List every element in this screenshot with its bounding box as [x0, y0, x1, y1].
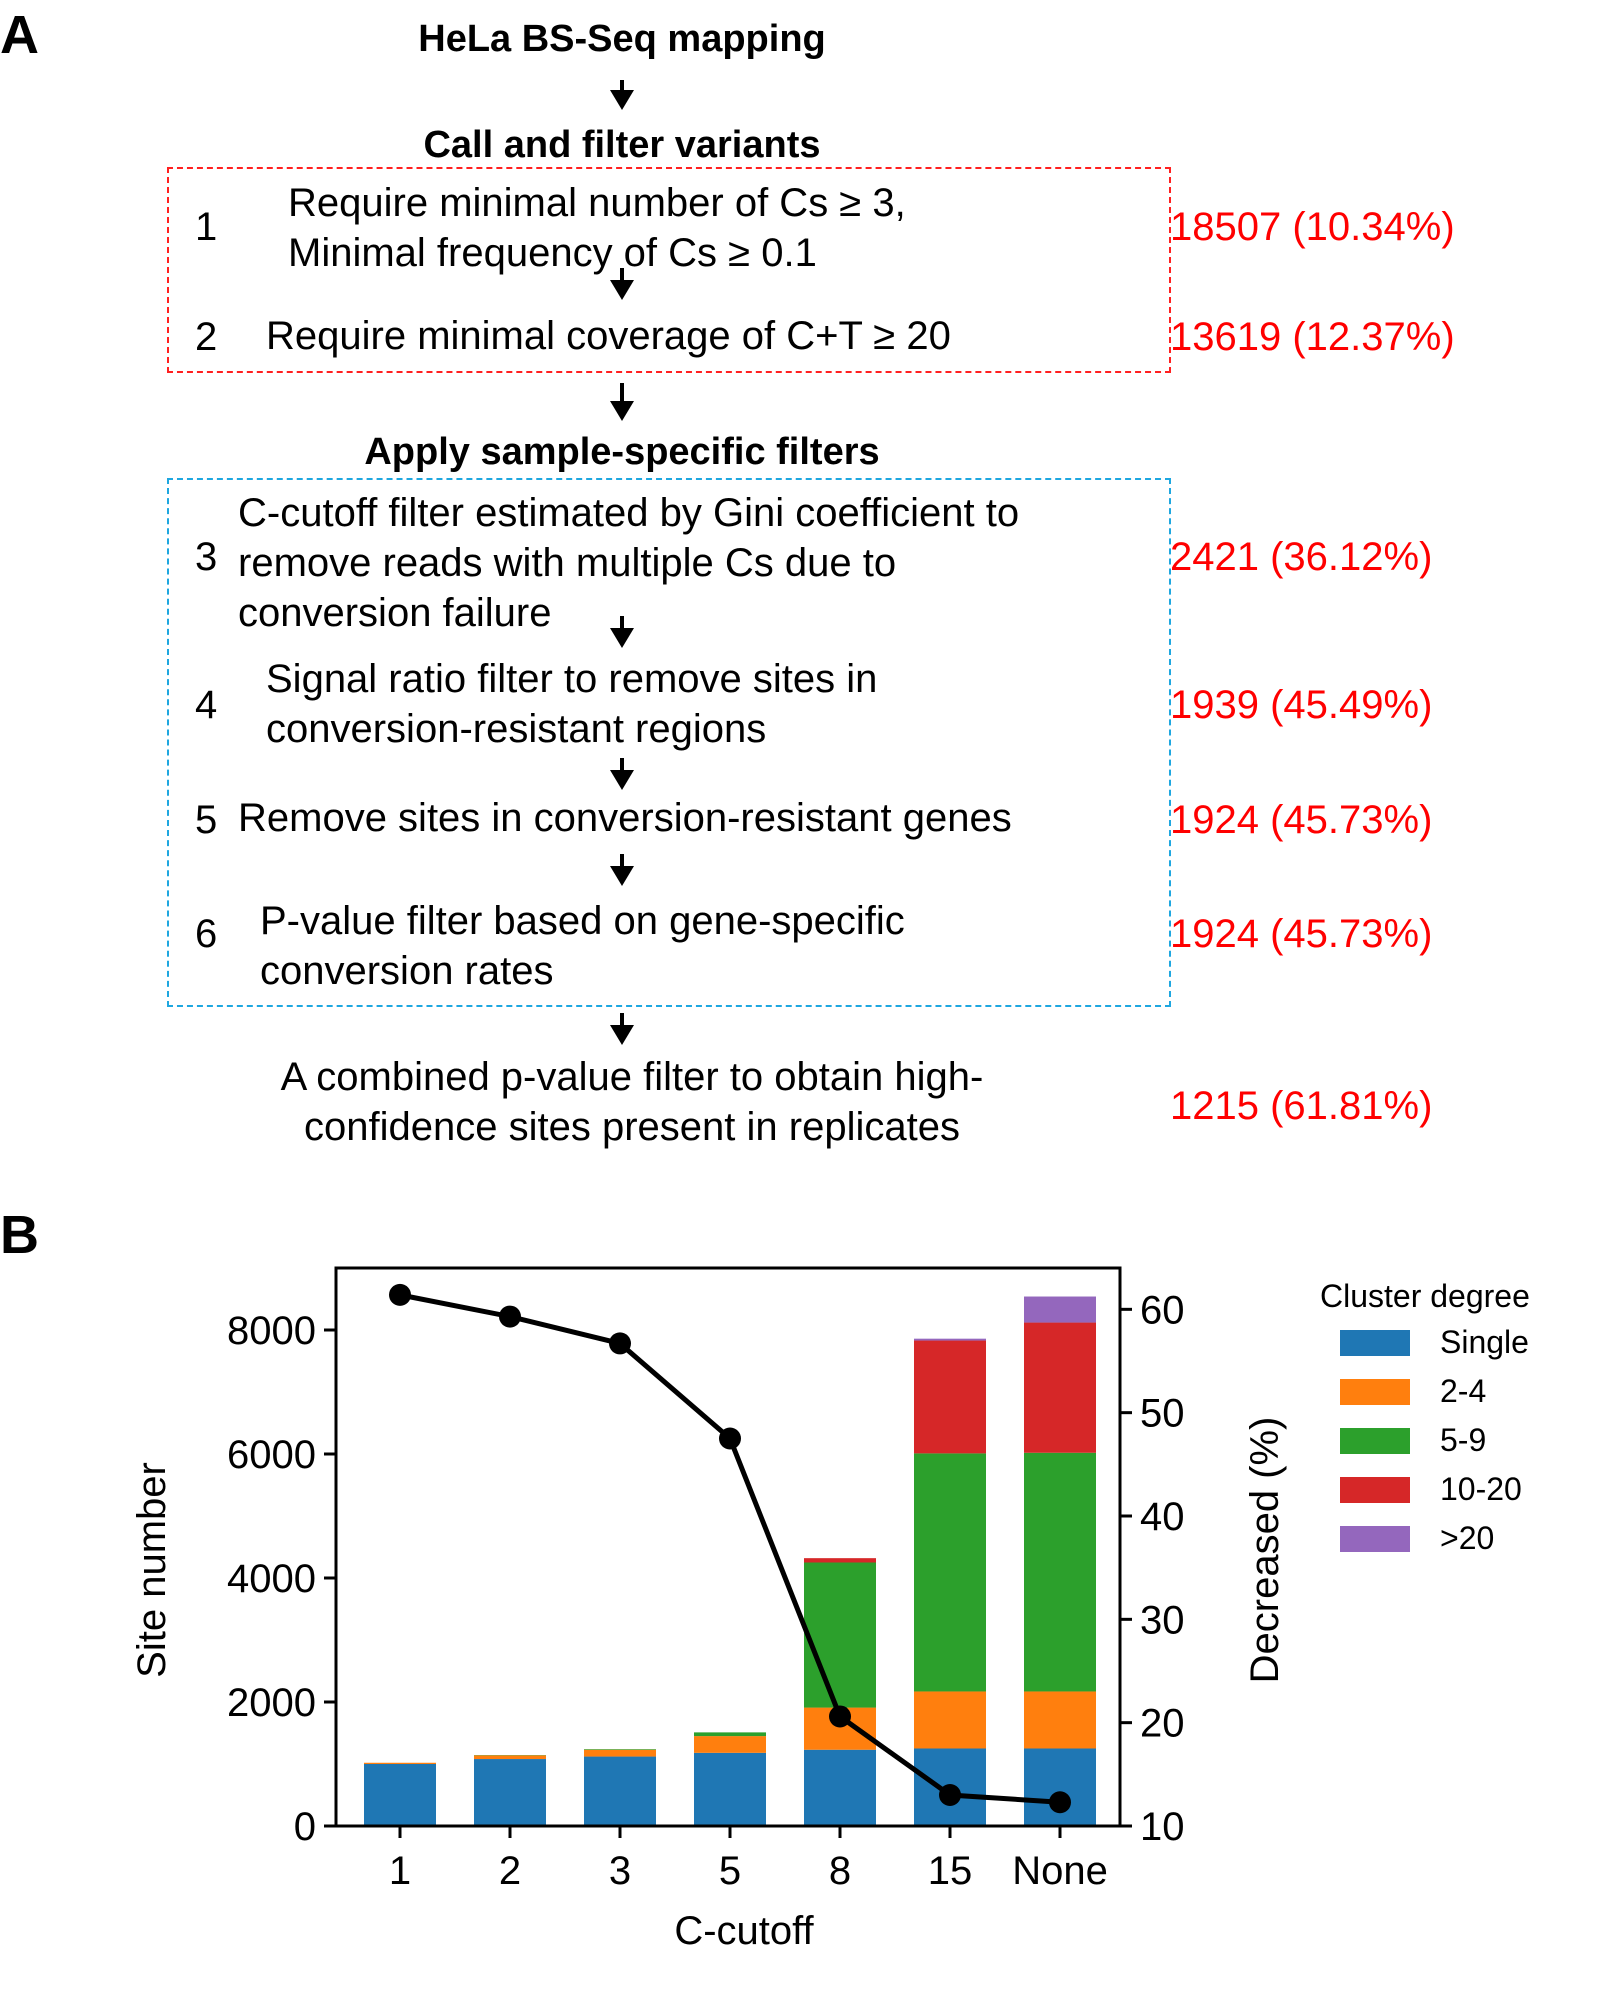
y-tick-label: 2000 — [227, 1681, 316, 1725]
x-tick-label: 8 — [829, 1849, 851, 1893]
bar-segment-Single-2 — [584, 1756, 656, 1826]
y2-tick-label: 10 — [1140, 1805, 1185, 1849]
bar-segment-Single-6 — [1024, 1748, 1096, 1826]
step-text-5: Remove sites in conversion-resistant gen… — [238, 796, 1012, 840]
plot-frame — [334, 1266, 1122, 1828]
decreased-point-2 — [609, 1332, 631, 1355]
bar-segment-24-6 — [1024, 1691, 1096, 1749]
bar-segment-24-5 — [914, 1691, 986, 1749]
bar-segment-24-0 — [364, 1762, 436, 1764]
legend-swatch-4 — [1340, 1526, 1410, 1552]
y2-tick-label: 60 — [1140, 1288, 1185, 1332]
x-tick-label: 3 — [609, 1849, 631, 1893]
legend-label-1: 2-4 — [1440, 1373, 1486, 1409]
legend-swatch-0 — [1340, 1330, 1410, 1356]
final-filter-text: A combined p-value filter to obtain high… — [280, 1055, 984, 1149]
step-number-4: 4 — [195, 683, 218, 727]
step-text-2: Require minimal coverage of C+T ≥ 20 — [266, 314, 951, 358]
x-tick-label: None — [1012, 1849, 1108, 1893]
legend-title: Cluster degree — [1320, 1278, 1530, 1314]
bar-segment-1020-6 — [1024, 1322, 1096, 1453]
x-axis-label: C-cutoff — [674, 1909, 814, 1953]
y2-tick-label: 20 — [1140, 1702, 1185, 1746]
step-count-1: 18507 (10.34%) — [1170, 205, 1455, 249]
step-count-2: 13619 (12.37%) — [1170, 315, 1455, 359]
x-tick-label: 1 — [389, 1849, 411, 1893]
decreased-point-0 — [389, 1283, 411, 1306]
decreased-point-1 — [499, 1305, 521, 1328]
step-number-2: 2 — [195, 315, 218, 359]
bar-segment-24-2 — [584, 1749, 656, 1757]
y2-tick-label: 40 — [1140, 1495, 1185, 1539]
bar-segment-Single-3 — [694, 1752, 766, 1826]
legend-label-3: 10-20 — [1440, 1471, 1522, 1507]
bar-segment-59-2 — [584, 1749, 656, 1750]
bar-segment-59-5 — [914, 1453, 986, 1692]
decreased-point-6 — [1049, 1791, 1071, 1814]
step-text-3: C-cutoff filter estimated by Gini coeffi… — [238, 491, 1020, 635]
step-number-3: 3 — [195, 535, 218, 579]
step-text-1: Require minimal number of Cs ≥ 3, Minima… — [288, 181, 906, 275]
blue-dashed-box — [167, 478, 1171, 1007]
step-count-4: 1939 (45.49%) — [1170, 683, 1433, 727]
step-number-5: 5 — [195, 798, 218, 842]
line-layer — [389, 1283, 1071, 1814]
final-count: 1215 (61.81%) — [1170, 1084, 1433, 1128]
step-number-1: 1 — [195, 205, 218, 249]
bar-segment-59-4 — [804, 1562, 876, 1708]
step-count-5: 1924 (45.73%) — [1170, 798, 1433, 842]
bar-segment-Single-1 — [474, 1759, 546, 1826]
y-tick-label: 8000 — [227, 1309, 316, 1353]
step-count-6: 1924 (45.73%) — [1170, 912, 1433, 956]
panel-a-label: A — [0, 5, 39, 65]
y-tick-label: 0 — [294, 1805, 316, 1849]
decreased-point-5 — [939, 1784, 961, 1806]
bar-segment-20-5 — [914, 1338, 986, 1341]
red-dashed-box — [167, 167, 1171, 373]
x-tick-label: 15 — [928, 1849, 973, 1893]
bar-segment-Single-4 — [804, 1749, 876, 1826]
y-tick-label: 4000 — [227, 1557, 316, 1601]
bar-segment-1020-5 — [914, 1340, 986, 1454]
bar-segment-1020-4 — [804, 1558, 876, 1563]
y2-axis-label: Decreased (%) — [1243, 1417, 1287, 1684]
legend-label-4: >20 — [1440, 1520, 1494, 1556]
y-tick-label: 6000 — [227, 1433, 316, 1477]
bars-layer — [364, 1296, 1096, 1826]
step-text-6: P-value filter based on gene-specific co… — [260, 899, 905, 993]
legend-swatch-3 — [1340, 1477, 1410, 1503]
y2-tick-label: 30 — [1140, 1598, 1185, 1642]
legend-label-0: Single — [1440, 1324, 1529, 1360]
x-tick-label: 2 — [499, 1849, 521, 1893]
section-title-call-filter: Call and filter variants — [423, 124, 821, 166]
section-title-sample-filters: Apply sample-specific filters — [364, 431, 880, 473]
legend-swatch-1 — [1340, 1379, 1410, 1405]
legend-swatch-2 — [1340, 1428, 1410, 1454]
legend: Cluster degree Single 2-4 5-9 10-20 >20 — [1320, 1278, 1530, 1556]
y-axis-label: Site number — [130, 1462, 174, 1678]
decreased-point-3 — [719, 1427, 741, 1450]
y2-tick-label: 50 — [1140, 1392, 1185, 1436]
legend-label-2: 5-9 — [1440, 1422, 1486, 1458]
bar-segment-59-3 — [694, 1732, 766, 1737]
bar-segment-24-1 — [474, 1755, 546, 1760]
panel-b-label: B — [0, 1205, 39, 1265]
bar-segment-24-3 — [694, 1736, 766, 1753]
bar-segment-Single-0 — [364, 1764, 436, 1826]
step-count-3: 2421 (36.12%) — [1170, 535, 1433, 579]
x-tick-label: 5 — [719, 1849, 741, 1893]
step-text-4: Signal ratio filter to remove sites in c… — [266, 657, 878, 751]
flow-title: HeLa BS-Seq mapping — [418, 18, 826, 60]
axes-layer: 0 2000 4000 6000 8000 10 20 30 40 50 60 1 2 3 5 8 15 None — [227, 1266, 1185, 1893]
step-number-6: 6 — [195, 912, 218, 956]
decreased-point-4 — [829, 1705, 851, 1728]
bar-segment-20-6 — [1024, 1296, 1096, 1323]
bar-segment-59-6 — [1024, 1452, 1096, 1692]
